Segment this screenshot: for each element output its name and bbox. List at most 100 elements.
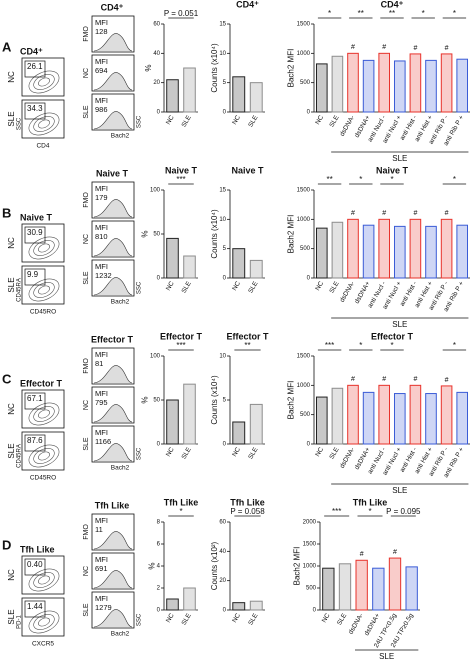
hist-row-label: SLE [83, 271, 90, 285]
y-tick-label: 10 [219, 217, 226, 223]
contour [38, 243, 50, 253]
significance-label: * [453, 175, 456, 184]
x-tick-label: SLE [247, 280, 260, 295]
chart-title: CD4⁺ [236, 0, 259, 9]
bar [425, 59, 437, 113]
significance-label: * [453, 9, 456, 18]
contour [38, 409, 50, 419]
gate-x-axis: CD45RO [30, 475, 56, 482]
bar [315, 396, 328, 445]
mfi-value: 81 [95, 359, 103, 368]
x-tick-label: SLE [328, 280, 341, 295]
contour [33, 614, 55, 630]
contour [38, 119, 50, 129]
bar [355, 559, 368, 611]
bar [378, 218, 391, 279]
gate-title: Naive T [20, 212, 53, 222]
gate-percent: 9.9 [27, 270, 39, 279]
y-axis-label: Counts (x10⁴) [210, 375, 219, 425]
y-tick-label: 4 [157, 564, 161, 570]
bar [347, 384, 359, 445]
hist-x-axis: Bach2 [111, 133, 130, 140]
significance-label: * [390, 175, 393, 184]
x-tick-label: NC [314, 114, 325, 126]
bar [183, 255, 196, 279]
bar [456, 58, 469, 113]
bar [456, 224, 469, 279]
significance-label: *** [176, 175, 185, 184]
y-tick-label: 0 [307, 442, 311, 448]
hist-title: Tfh Like [95, 500, 130, 510]
hist-row-label: FMO [83, 192, 90, 208]
bar [183, 587, 196, 611]
x-tick-label: SLE [181, 280, 194, 295]
y-tick-label: 40 [153, 51, 160, 57]
chart-title: Effector T [371, 331, 414, 341]
bar [393, 393, 406, 445]
bar [249, 259, 263, 279]
y-tick-label: 1500 [297, 188, 311, 194]
gate-y-axis: SSC [17, 117, 23, 130]
chart-title: Tfh Like [230, 497, 265, 507]
gate [24, 102, 46, 120]
y-tick-label: 10 [219, 354, 226, 360]
x-tick-label: NC [231, 280, 242, 292]
bar [425, 225, 437, 279]
bar [409, 384, 422, 445]
bar [362, 59, 375, 113]
panel-letter: C [2, 371, 12, 386]
y-tick-label: 6 [157, 542, 161, 548]
y-axis-label: Bach2 MFI [293, 547, 302, 586]
bar [232, 421, 246, 445]
group-label: SLE [392, 486, 407, 495]
hist-row-label: FMO [83, 26, 90, 42]
y-tick-label: 20 [219, 578, 226, 584]
gate-x-axis: CD4 [36, 143, 49, 150]
x-tick-label: dsDNA- [347, 612, 364, 635]
hist-y-axis: SSC [137, 281, 143, 294]
gate-title: Tfh Like [20, 544, 55, 554]
y-tick-label: 50 [153, 398, 160, 404]
mfi-value: 694 [95, 66, 108, 75]
y-tick-label: 50 [153, 232, 160, 238]
bar [232, 248, 246, 279]
y-tick-label: 0 [307, 276, 311, 282]
bar [393, 225, 406, 279]
x-tick-label: NC [231, 114, 242, 126]
y-tick-label: 15 [219, 188, 226, 194]
x-tick-label: NC [165, 446, 176, 458]
y-axis-label: % [140, 230, 149, 237]
mfi-value: 810 [95, 232, 108, 241]
significance-label: * [453, 341, 456, 350]
bar-mark: # [351, 44, 355, 51]
hist-curve [93, 365, 133, 384]
significance-label: *** [332, 507, 341, 516]
y-tick-label: 1000 [297, 217, 311, 223]
bar [409, 218, 422, 279]
mfi-value: 986 [95, 105, 108, 114]
y-tick-label: 0 [157, 608, 161, 614]
hist-curve [93, 570, 133, 589]
hist-x-axis: Bach2 [111, 631, 130, 638]
contour [28, 610, 60, 634]
hist-y-axis: SSC [137, 115, 143, 128]
y-tick-label: 60 [219, 520, 226, 526]
y-tick-label: 0 [157, 276, 161, 282]
bar [166, 598, 179, 611]
contour [38, 77, 50, 87]
y-tick-label: 1500 [297, 22, 311, 28]
chart-title: Effector T [226, 331, 269, 341]
mfi-label: MFI [95, 262, 108, 271]
y-axis-label: Counts (x10²) [210, 541, 219, 590]
y-tick-label: 5 [223, 80, 227, 86]
y-tick-label: 0 [157, 442, 161, 448]
bar [315, 227, 328, 279]
significance-label: ** [244, 341, 250, 350]
bar [183, 67, 196, 113]
contour [33, 572, 55, 588]
y-tick-label: 500 [300, 412, 311, 418]
bar-mark: # [382, 44, 386, 51]
y-tick-label: 1500 [297, 354, 311, 360]
hist-x-axis: Bach2 [111, 299, 130, 306]
hist-row-label: NC [83, 566, 90, 576]
